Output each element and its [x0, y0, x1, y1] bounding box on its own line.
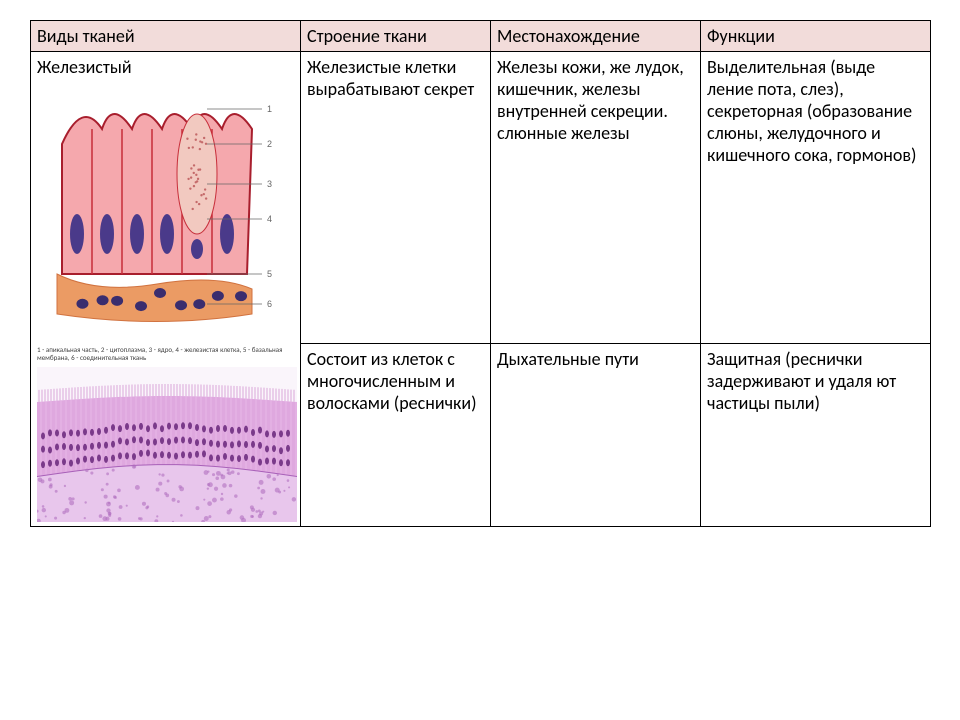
glandular-epithelium-figure: 1 2 3 4 5 6	[37, 84, 287, 344]
header-types: Виды тканей	[31, 21, 301, 52]
header-structure: Строение ткани	[301, 21, 491, 52]
cell-type-glandular: Железистый 1 2 3 4 5 6 1 - апикальная часть, …	[31, 52, 301, 527]
cell-function: Выделительная (выде ление пота, слез), с…	[701, 52, 931, 344]
svg-text:3: 3	[267, 179, 272, 189]
ciliated-epithelium-figure	[37, 367, 297, 522]
header-function: Функции	[701, 21, 931, 52]
svg-text:4: 4	[267, 214, 272, 224]
tissue-type-label: Железистый	[37, 56, 294, 78]
svg-text:2: 2	[267, 139, 272, 149]
figure-caption: 1 - апикальная часть, 2 - цитоплазма, 3 …	[37, 346, 294, 361]
cell-location: Дыхательные пути	[491, 343, 701, 527]
tissue-table: Виды тканей Строение ткани Местонахожден…	[30, 20, 931, 527]
cell-structure: Железистые клетки вырабатывают секрет	[301, 52, 491, 344]
glandular-svg: 1 2 3 4 5 6	[37, 84, 287, 344]
ciliated-svg	[37, 367, 297, 522]
svg-text:1: 1	[267, 104, 272, 114]
cell-structure: Состоит из клеток с многочисленным и вол…	[301, 343, 491, 527]
table-row: Железистый 123456 1 - апикальная часть, …	[31, 52, 931, 344]
cell-function: Защитная (реснички задерживают и удаля ю…	[701, 343, 931, 527]
header-location: Местонахождение	[491, 21, 701, 52]
page: Виды тканей Строение ткани Местонахожден…	[0, 0, 960, 547]
svg-text:5: 5	[267, 269, 272, 279]
cell-location: Железы кожи, же лудок, кишечник, железы …	[491, 52, 701, 344]
svg-text:6: 6	[267, 299, 272, 309]
table-header-row: Виды тканей Строение ткани Местонахожден…	[31, 21, 931, 52]
